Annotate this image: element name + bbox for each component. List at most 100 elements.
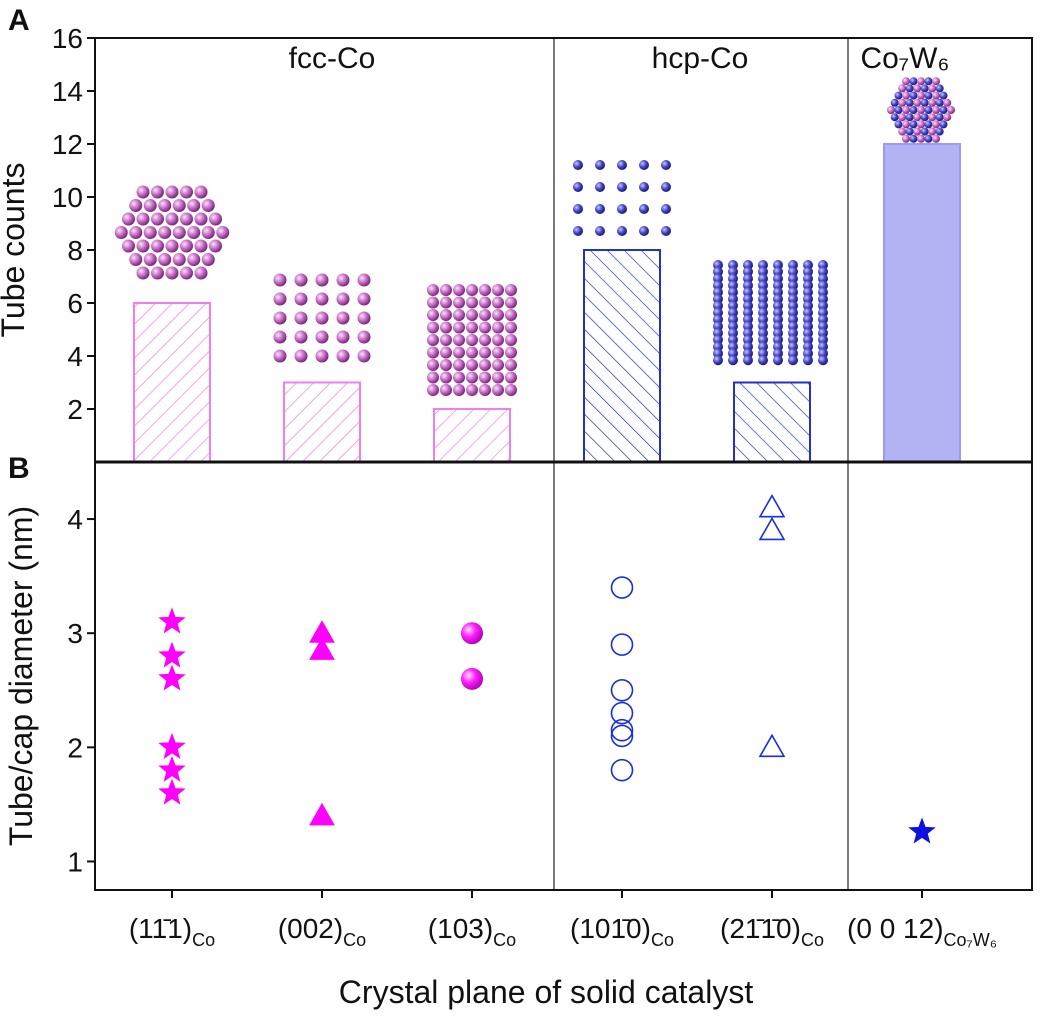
x-tick-label: (103)Co [428,913,516,950]
atom [617,160,627,170]
atom [453,284,465,296]
x-axis-title: Crystal plane of solid catalyst [339,974,754,1010]
atom [913,127,922,136]
marker [610,718,634,742]
atom [479,346,491,359]
atom [440,346,452,359]
atom [928,98,937,107]
atom [639,204,649,214]
atom [336,330,350,344]
atom [894,106,903,114]
atom [440,371,452,384]
atom [932,91,940,100]
marker [158,607,186,634]
atom [943,98,952,107]
atom [505,384,517,396]
atom [315,311,329,325]
atom [917,106,925,114]
atom [440,321,452,334]
atom [909,91,918,100]
y-tick-label: 14 [52,76,83,107]
atom [479,309,491,321]
atom [939,106,948,114]
x-tick-label: (0 0 12)Co₇W₆ [847,913,997,950]
atom [803,355,813,366]
atom [158,199,172,212]
atom [136,185,150,199]
atom [336,349,350,363]
atom [902,77,910,86]
marker [758,494,786,518]
atom [902,120,910,129]
atom [898,98,907,107]
atom [136,266,150,280]
atom [743,355,753,366]
atom [143,226,157,239]
atom [453,309,465,321]
atom [920,84,929,93]
bar [583,249,661,463]
atom [453,346,465,359]
atom [492,384,504,396]
bar [883,143,961,463]
atom [595,182,605,192]
y-tick-label: 6 [67,288,83,319]
atom [505,284,517,296]
atom [898,113,907,122]
atom [505,296,517,309]
atom [466,346,478,359]
atom [273,311,287,325]
bar [283,381,361,463]
atom [617,226,627,236]
atom [315,349,329,363]
y-tick-label: 1 [67,846,83,877]
atom [902,91,910,100]
group-label: fcc-Co [289,42,376,75]
atom [492,284,504,296]
y-axis-title: Tube counts [0,163,31,338]
atom [492,296,504,309]
atom [573,182,583,192]
atom [158,226,172,239]
atom [917,120,925,129]
atom [294,349,308,363]
atom [466,371,478,384]
y-tick-label: 8 [67,235,83,266]
atom [890,113,899,122]
atom [427,359,439,371]
atom [492,321,504,334]
atom [336,273,350,287]
atom [505,371,517,384]
atom [453,371,465,384]
atom [427,371,439,384]
atom [201,226,215,239]
category-subscript: Co [801,930,824,950]
atom [905,127,914,136]
category-subscript: Co [192,930,215,950]
atom [427,334,439,346]
atom [492,371,504,384]
atom [932,134,940,143]
atom [427,321,439,334]
atom [315,292,329,306]
category-name: (21̄1̄0) [720,913,801,944]
atom [122,212,135,226]
atom [935,113,944,122]
atom [661,182,671,192]
atom [273,349,287,363]
atom [180,239,193,253]
atom [357,311,371,325]
atom [216,226,230,239]
marker [758,516,786,541]
atom [180,266,193,280]
atom [939,120,948,129]
atom [935,84,944,93]
marker [158,641,186,668]
atom [887,106,895,114]
marker [309,637,335,660]
panel-label: B [8,452,30,485]
marker [908,817,936,844]
category-subscript: Co [343,930,366,950]
atom [505,359,517,371]
atom [728,355,738,366]
